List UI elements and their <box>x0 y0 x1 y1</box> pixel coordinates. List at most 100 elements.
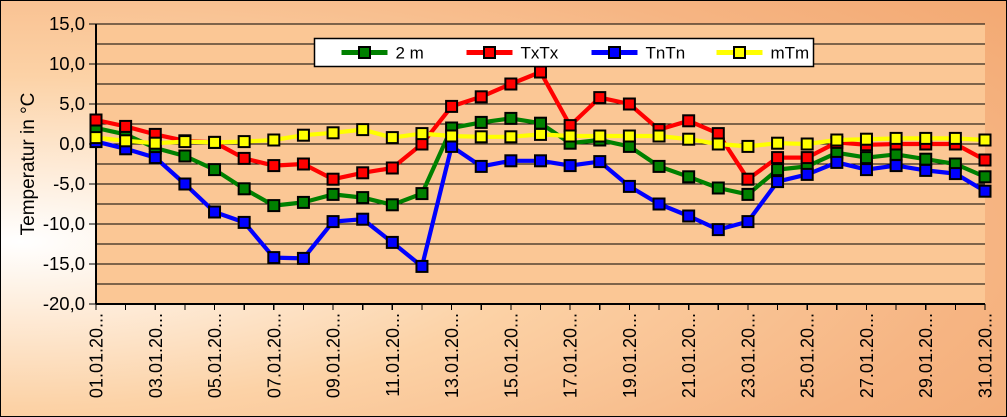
data-point-marker <box>741 215 755 229</box>
series-mtm <box>89 123 992 153</box>
data-point-marker <box>622 179 636 193</box>
data-point-marker <box>474 159 488 173</box>
y-tick-label: 15,0 <box>49 13 85 34</box>
data-point-marker <box>830 155 844 169</box>
legend-label: 2 m <box>396 44 424 63</box>
data-point-marker <box>682 132 696 146</box>
data-point-marker <box>267 199 281 213</box>
x-tick-label: 09.01.20... <box>324 313 344 398</box>
legend-marker-swatch <box>358 46 371 59</box>
data-point-marker <box>593 91 607 105</box>
legend-item-tntn: TnTn <box>591 44 685 63</box>
x-tick-label: 25.01.20... <box>798 313 818 398</box>
data-point-marker <box>148 151 162 165</box>
legend-label: TxTx <box>521 44 559 63</box>
y-tick-label: 5,0 <box>59 93 85 114</box>
data-point-marker <box>771 151 785 165</box>
data-point-marker <box>237 151 251 165</box>
data-point-marker <box>711 223 725 237</box>
data-point-marker <box>889 131 903 145</box>
data-point-marker <box>978 153 992 167</box>
data-point-marker <box>978 170 992 184</box>
data-point-marker <box>208 163 222 177</box>
legend-label: mTm <box>771 44 810 63</box>
x-tick-label: 15.01.20... <box>501 313 521 398</box>
data-point-marker <box>474 115 488 129</box>
data-point-marker <box>356 191 370 205</box>
data-point-marker <box>741 139 755 153</box>
data-point-marker <box>296 157 310 171</box>
data-point-marker <box>771 163 785 177</box>
data-point-marker <box>682 170 696 184</box>
x-tick-label: 29.01.20... <box>916 313 936 398</box>
data-point-marker <box>326 187 340 201</box>
data-point-marker <box>445 139 459 153</box>
data-point-marker <box>889 159 903 173</box>
x-tick-label: 05.01.20... <box>205 313 225 398</box>
data-point-marker <box>859 132 873 146</box>
data-point-marker <box>474 130 488 144</box>
data-point-marker <box>534 127 547 141</box>
data-point-marker <box>356 166 370 180</box>
x-tick-label: 23.01.20... <box>738 313 758 398</box>
data-point-marker <box>859 163 873 177</box>
x-tick-label: 31.01.20... <box>976 313 996 398</box>
data-point-marker <box>385 198 399 212</box>
legend-marker-swatch <box>483 46 496 59</box>
data-point-marker <box>415 259 429 273</box>
data-point-marker <box>652 129 666 143</box>
data-point-marker <box>326 215 340 229</box>
data-point-marker <box>445 129 459 143</box>
data-point-marker <box>741 172 755 186</box>
data-point-marker <box>326 126 340 140</box>
legend-item-2-m: 2 m <box>341 44 424 63</box>
data-point-marker <box>267 251 281 265</box>
data-point-marker <box>148 136 162 150</box>
data-point-marker <box>889 147 903 161</box>
data-point-marker <box>919 152 933 166</box>
data-point-marker <box>800 167 814 181</box>
legend-item-txtx: TxTx <box>466 44 559 63</box>
data-point-marker <box>800 151 814 165</box>
data-point-marker <box>178 177 192 191</box>
data-point-marker <box>178 149 192 163</box>
data-point-marker <box>800 137 814 151</box>
data-point-marker <box>771 175 785 189</box>
series-2-m <box>89 111 992 213</box>
data-point-marker <box>267 159 281 173</box>
data-point-marker <box>356 123 370 137</box>
data-point-marker <box>919 163 933 177</box>
data-point-marker <box>534 116 547 130</box>
legend: 2 m TxTx TnTn mTm <box>313 37 815 68</box>
data-point-marker <box>385 235 399 249</box>
data-point-marker <box>948 167 962 181</box>
data-point-marker <box>385 161 399 175</box>
data-point-marker <box>711 181 725 195</box>
data-point-marker <box>711 137 725 151</box>
data-point-marker <box>296 251 310 265</box>
data-point-marker <box>978 133 992 147</box>
x-tick-label: 03.01.20... <box>146 313 166 398</box>
data-point-marker <box>504 154 518 168</box>
data-point-marker <box>415 127 429 141</box>
data-point-marker <box>326 172 340 186</box>
data-point-marker <box>919 131 933 145</box>
x-tick-label: 01.01.20... <box>87 313 107 398</box>
data-point-marker <box>771 136 785 150</box>
data-point-marker <box>622 97 636 111</box>
data-point-marker <box>741 187 755 201</box>
data-point-marker <box>237 182 251 196</box>
data-point-marker <box>89 113 103 127</box>
data-point-marker <box>563 129 577 143</box>
data-point-marker <box>652 159 666 173</box>
data-point-marker <box>652 197 666 211</box>
y-tick-label: 0,0 <box>59 133 85 154</box>
data-point-marker <box>504 77 518 91</box>
x-tick-label: 13.01.20... <box>442 313 462 398</box>
data-point-marker <box>622 129 636 143</box>
data-point-marker <box>415 137 429 151</box>
data-point-marker <box>504 111 518 125</box>
y-tick-label: -5,0 <box>53 173 85 194</box>
